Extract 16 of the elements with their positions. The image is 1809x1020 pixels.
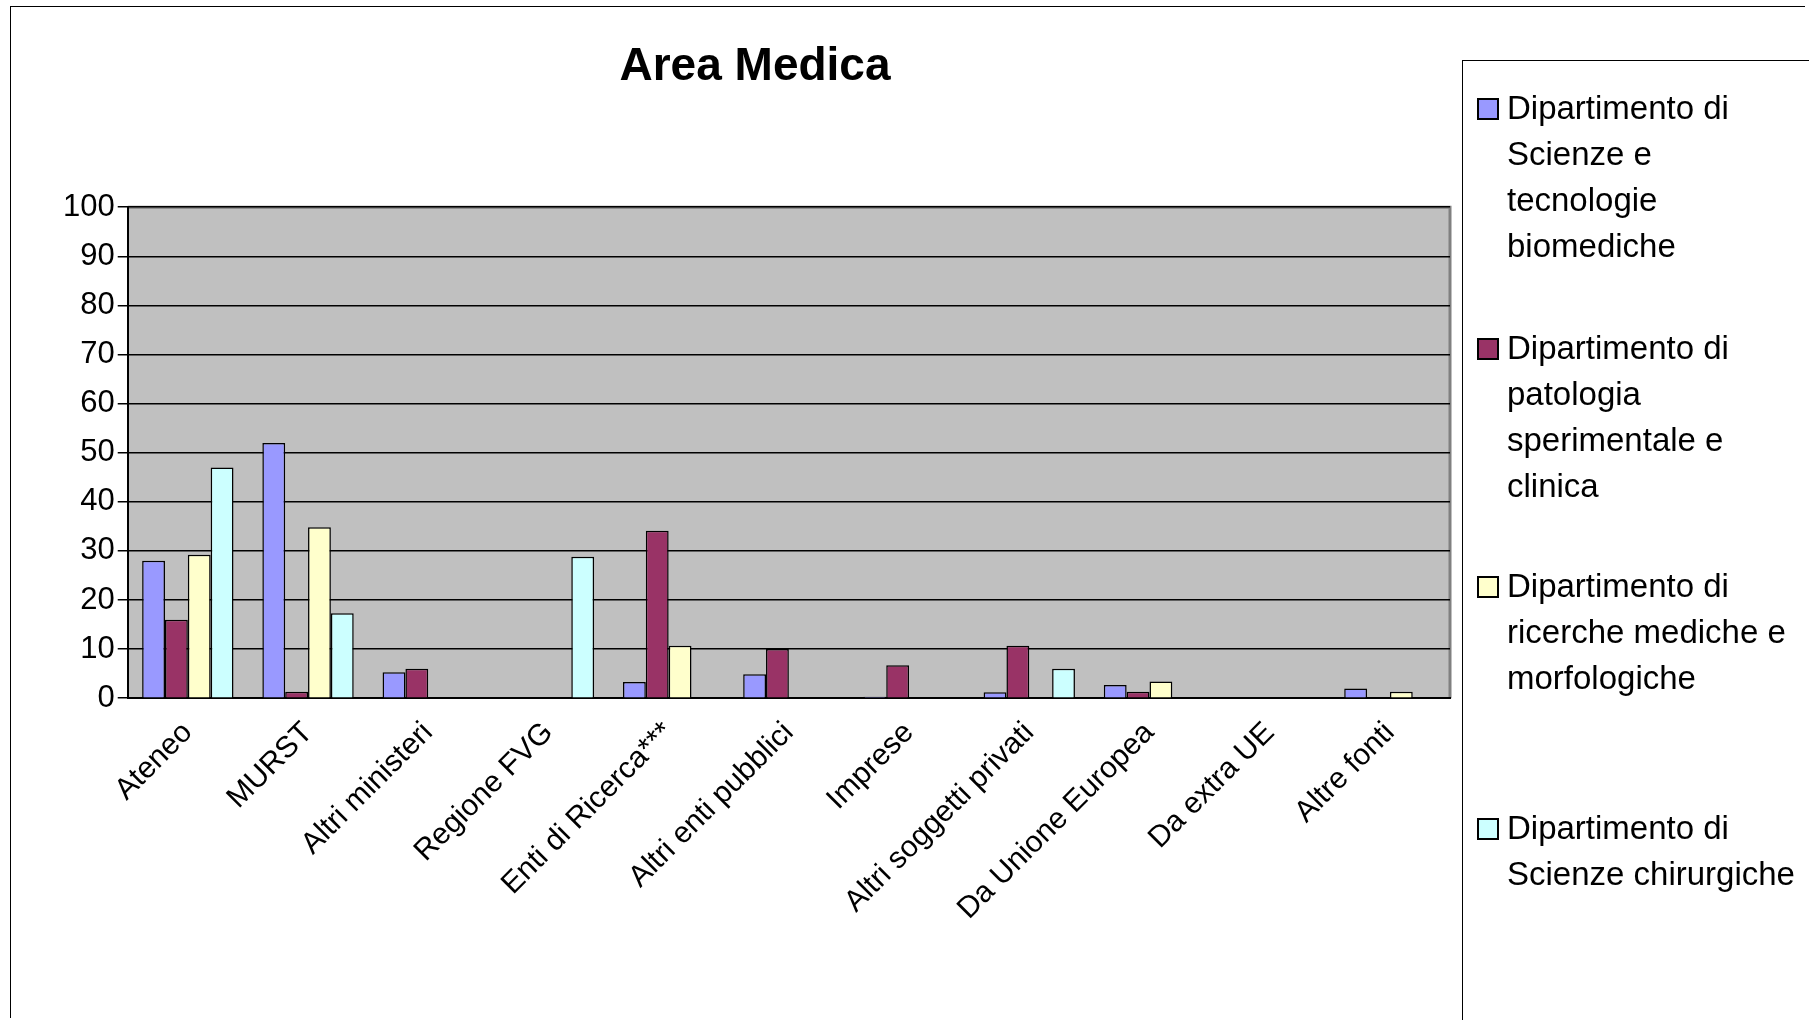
y-tick-label: 40 xyxy=(80,482,115,518)
y-tick-label: 70 xyxy=(80,335,115,371)
legend-label: Dipartimento di patologia sperimentale e clinica xyxy=(1507,328,1730,506)
legend-label: Dipartimento di Scienze e tecnologie biomediche xyxy=(1507,88,1730,266)
legend-label: Dipartimento di ricerche mediche e morfologiche xyxy=(1507,566,1787,698)
y-tick-label: 100 xyxy=(62,187,115,223)
legend-label: Dipartimento di Scienze chirurgiche xyxy=(1507,808,1796,894)
y-tick-label: 90 xyxy=(80,236,115,272)
y-tick-label: 50 xyxy=(80,433,115,469)
y-tick-label: 80 xyxy=(80,285,115,321)
y-tick-label: 0 xyxy=(97,678,115,714)
y-tick-label: 20 xyxy=(80,580,115,616)
chart-title: Area Medica xyxy=(619,38,891,91)
y-tick-label: 60 xyxy=(80,384,115,420)
y-tick-label: 10 xyxy=(80,629,115,665)
y-tick-label: 30 xyxy=(80,531,115,567)
